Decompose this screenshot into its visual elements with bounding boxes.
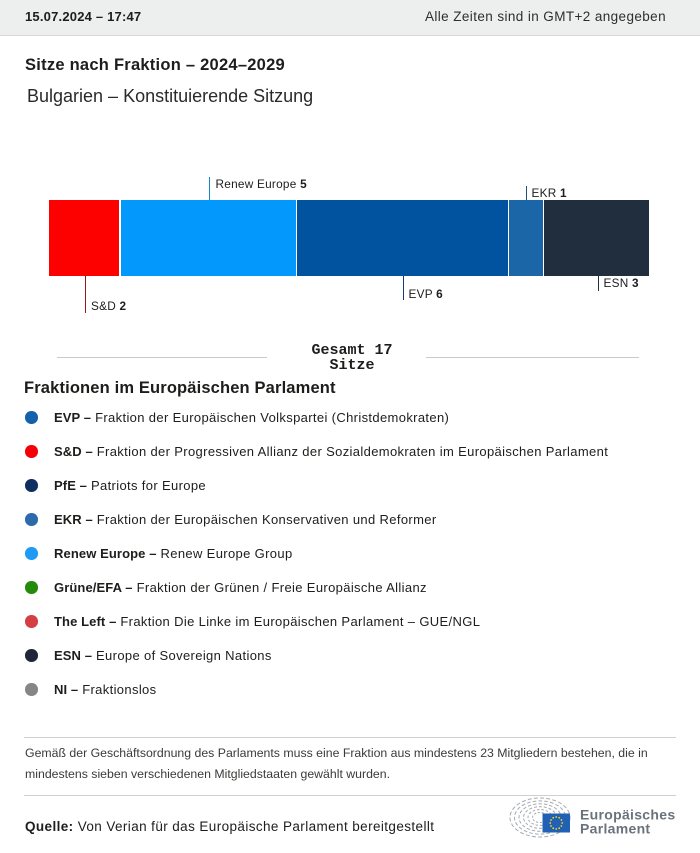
svg-text:Parlament: Parlament — [580, 821, 650, 837]
svg-text:Europäisches: Europäisches — [580, 807, 675, 823]
